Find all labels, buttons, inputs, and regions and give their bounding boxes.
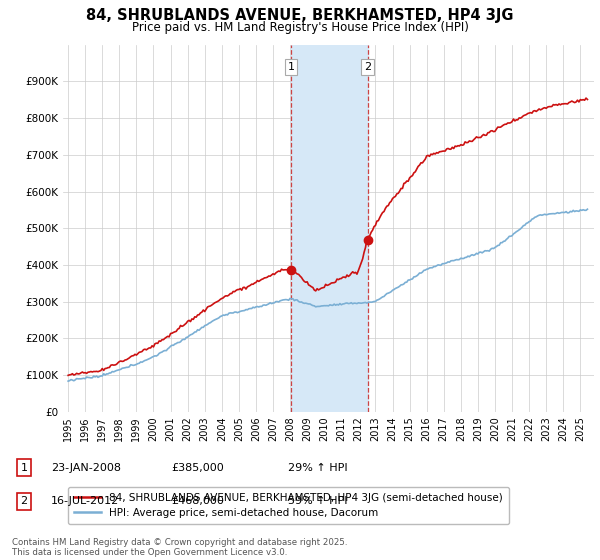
Bar: [291, 45, 368, 412]
Text: Price paid vs. HM Land Registry's House Price Index (HPI): Price paid vs. HM Land Registry's House …: [131, 21, 469, 34]
Text: 2: 2: [364, 62, 371, 72]
Text: £385,000: £385,000: [171, 463, 224, 473]
Text: 84, SHRUBLANDS AVENUE, BERKHAMSTED, HP4 3JG: 84, SHRUBLANDS AVENUE, BERKHAMSTED, HP4 …: [86, 8, 514, 24]
Text: 29% ↑ HPI: 29% ↑ HPI: [288, 463, 347, 473]
Text: 2: 2: [20, 496, 28, 506]
Text: £468,000: £468,000: [171, 496, 224, 506]
Text: 16-JUL-2012: 16-JUL-2012: [51, 496, 119, 506]
Legend: 84, SHRUBLANDS AVENUE, BERKHAMSTED, HP4 3JG (semi-detached house), HPI: Average : 84, SHRUBLANDS AVENUE, BERKHAMSTED, HP4 …: [68, 487, 509, 524]
Text: 1: 1: [20, 463, 28, 473]
Text: 1: 1: [287, 62, 295, 72]
Text: 59% ↑ HPI: 59% ↑ HPI: [288, 496, 347, 506]
Text: Contains HM Land Registry data © Crown copyright and database right 2025.
This d: Contains HM Land Registry data © Crown c…: [12, 538, 347, 557]
Text: 23-JAN-2008: 23-JAN-2008: [51, 463, 121, 473]
